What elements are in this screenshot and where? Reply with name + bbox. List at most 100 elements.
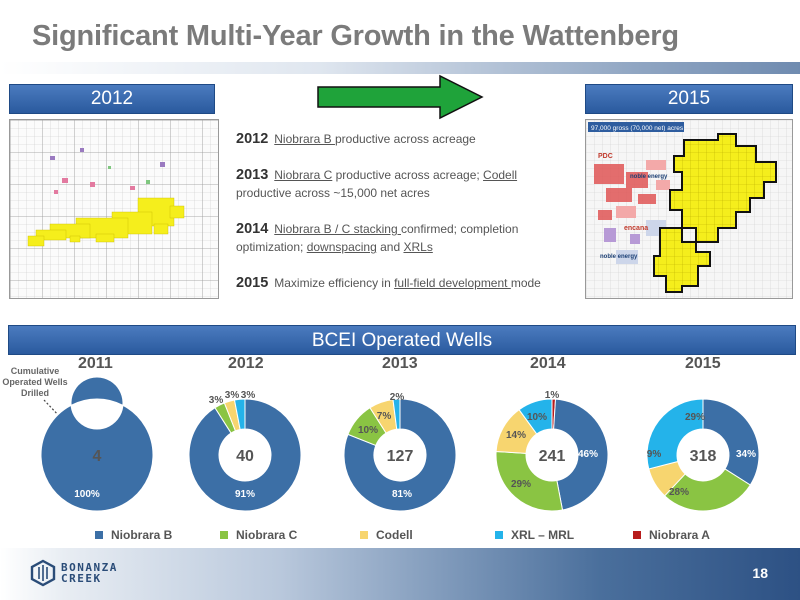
- page-title: Significant Multi-Year Growth in the Wat…: [32, 20, 679, 52]
- pie-year-2014: 2014: [530, 355, 566, 372]
- donut-label-2012-niobrara-c: 3%: [209, 395, 224, 406]
- legend-label: Codell: [376, 528, 413, 542]
- timeline-text: mode: [510, 276, 541, 290]
- timeline-highlight: XRLs: [403, 240, 433, 254]
- donut-label-2014-xrl-mrl: 10%: [527, 412, 547, 423]
- donut-slice-2015-niobrara-b: [702, 398, 760, 486]
- donut-total-2014: 241: [539, 448, 566, 465]
- donut-slice-2012-niobrara-b: [188, 398, 302, 512]
- chart-legend: Niobrara B Niobrara C Codell XRL – MRL N…: [0, 528, 800, 546]
- donut-label-2013-codell: 7%: [377, 411, 392, 422]
- donut-total-2015: 318: [690, 448, 717, 465]
- donut-label-2015-codell: 9%: [647, 449, 662, 460]
- timeline-highlight: Codell: [483, 168, 518, 182]
- donut-label-2014-niobrara-a: 1%: [545, 390, 560, 401]
- timeline-2012: 2012 Niobrara B productive across acreage: [236, 130, 566, 148]
- legend-label: Niobrara A: [649, 528, 710, 542]
- donut-slice-2013-niobrara-b: [343, 398, 457, 512]
- map-label-noble-1: noble energy: [630, 174, 668, 180]
- footer-bar: [0, 548, 800, 600]
- legend-item: Niobrara A: [633, 528, 710, 542]
- legend-swatch: [95, 531, 103, 539]
- timeline-text: and: [376, 240, 404, 254]
- legend-swatch: [360, 531, 368, 539]
- donut-slice-2011-niobrara-b: [40, 376, 154, 512]
- donut-total-2013: 127: [387, 448, 414, 465]
- logo-text-line2: CREEK: [61, 572, 102, 585]
- legend-item: XRL – MRL: [495, 528, 574, 542]
- legend-label: XRL – MRL: [511, 528, 575, 542]
- logo-text-line1: BONANZA: [61, 561, 118, 574]
- timeline-text: productive across acreage;: [332, 168, 484, 182]
- map-2015: 97,000 gross (70,000 net) acres noble en…: [585, 119, 793, 299]
- legend-label: Niobrara B: [111, 528, 173, 542]
- donut-label-2014-codell: 14%: [506, 430, 526, 441]
- pie-year-2011: 2011: [78, 355, 113, 372]
- map-2015-caption: 97,000 gross (70,000 net) acres: [591, 125, 684, 132]
- map-2015-graphic: 97,000 gross (70,000 net) acres noble en…: [586, 120, 792, 298]
- donut-label-2015-niobrara-b: 34%: [736, 449, 756, 460]
- timeline-2015: 2015 Maximize efficiency in full-field de…: [236, 274, 576, 292]
- timeline-text: productive across acreage: [334, 132, 476, 146]
- donut-slice-2013-xrl-mrl: [392, 398, 401, 430]
- timeline-year: 2014: [236, 221, 269, 237]
- map-label-encana: encana: [624, 225, 648, 232]
- donut-label-2015-niobrara-c: 28%: [669, 487, 689, 498]
- donut-label-2013-niobrara-b: 81%: [392, 489, 412, 500]
- legend-swatch: [633, 531, 641, 539]
- donut-total-2012: 40: [236, 448, 254, 465]
- timeline-year: 2012: [236, 131, 269, 147]
- map-2012-graphic: [10, 120, 218, 298]
- donut-label-2011-niobrara-b: 100%: [74, 489, 100, 500]
- company-logo: BONANZA CREEK: [30, 559, 118, 587]
- donut-label-2012-xrl-mrl: 3%: [241, 390, 256, 401]
- section-header: BCEI Operated Wells: [8, 325, 796, 355]
- growth-arrow-icon: [317, 74, 484, 120]
- legend-label: Niobrara C: [236, 528, 298, 542]
- timeline-text: Maximize efficiency in: [274, 276, 395, 290]
- year-banner-2015: 2015: [585, 84, 793, 114]
- legend-item: Codell: [360, 528, 413, 542]
- pie-year-2012: 2012: [228, 355, 264, 372]
- donut-label-2014-niobrara-c: 29%: [511, 479, 531, 490]
- donut-label-2013-xrl-mrl: 2%: [390, 392, 405, 403]
- donut-label-2012-niobrara-b: 91%: [235, 489, 255, 500]
- page-number: 18: [752, 565, 768, 581]
- donut-slice-2014-niobrara-b: [553, 398, 609, 511]
- donut-total-2011: 4: [93, 448, 102, 465]
- timeline-2013: 2013 Niobrara C productive across acreage…: [236, 166, 566, 202]
- donut-label-2014-niobrara-b: 46%: [578, 449, 598, 460]
- bonanza-creek-logo-icon: [30, 559, 56, 587]
- year-banner-2012: 2012: [9, 84, 215, 114]
- legend-item: Niobrara C: [220, 528, 297, 542]
- title-stripe: [0, 62, 800, 74]
- timeline-highlight: full-field development: [394, 276, 511, 290]
- cumulative-label: Cumulative Operated Wells Drilled: [2, 366, 68, 398]
- legend-swatch: [495, 531, 503, 539]
- legend-swatch: [220, 531, 228, 539]
- timeline-highlight: Niobrara B / C stacking: [274, 222, 401, 236]
- timeline-2014: 2014 Niobrara B / C stacking confirmed; c…: [236, 220, 566, 256]
- pie-year-2013: 2013: [382, 355, 418, 372]
- donut-slice-2014-xrl-mrl: [518, 398, 553, 435]
- timeline-highlight: Niobrara C: [274, 168, 333, 182]
- donut-slice-2015-xrl-mrl: [646, 398, 704, 470]
- timeline-year: 2013: [236, 167, 269, 183]
- timeline-year: 2015: [236, 275, 269, 291]
- map-2012: [9, 119, 219, 299]
- legend-item: Niobrara B: [95, 528, 172, 542]
- donut-slice-2014-niobrara-c: [495, 450, 564, 512]
- donut-label-2013-niobrara-c: 10%: [358, 425, 378, 436]
- timeline-text: confirmed; completion optimization;: [236, 222, 519, 254]
- pie-year-2015: 2015: [685, 355, 721, 372]
- donut-label-2015-xrl-mrl: 29%: [685, 412, 705, 423]
- donut-slice-2012-xrl-mrl: [233, 398, 246, 431]
- donut-label-2012-codell: 3%: [225, 390, 240, 401]
- timeline-highlight: Niobrara B: [274, 132, 335, 146]
- map-label-noble-2: noble energy: [600, 254, 638, 260]
- map-label-pdc: PDC: [598, 153, 613, 160]
- timeline-text: productive across ~15,000 net acres: [236, 186, 430, 200]
- timeline-highlight: downspacing: [306, 240, 377, 254]
- donut-slice-2015-niobrara-c: [663, 468, 751, 512]
